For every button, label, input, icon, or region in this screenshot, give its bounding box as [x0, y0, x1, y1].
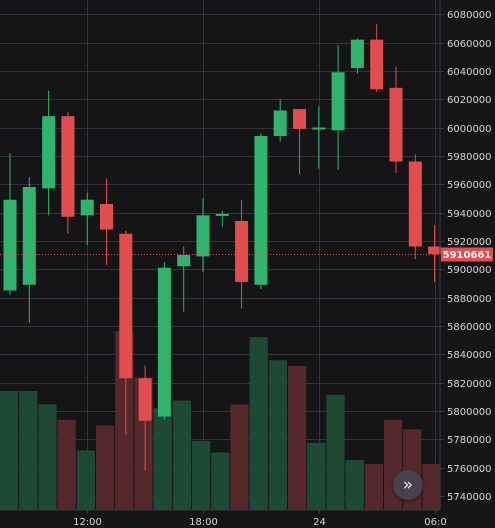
candle-body-down — [100, 204, 113, 230]
volume-bar — [76, 450, 95, 510]
price-tick-label: 5980000 — [447, 152, 492, 163]
time-tick-label: 06:0 — [424, 517, 446, 528]
candle-body-up — [331, 72, 345, 131]
candle-body-down — [138, 378, 152, 421]
price-tick-label: 5880000 — [447, 294, 492, 305]
volume-bar — [211, 452, 230, 510]
volume-bar — [249, 337, 268, 510]
volume-bar — [230, 404, 249, 510]
candle-body-up — [3, 199, 17, 291]
price-tick-label: 5940000 — [447, 209, 492, 220]
candle-body-up — [42, 116, 56, 189]
volume-bar — [57, 419, 76, 510]
price-tick-label: 5740000 — [447, 492, 492, 503]
time-tick-label: 18:00 — [189, 517, 218, 528]
volume-bar — [307, 442, 326, 510]
price-tick-label: 6080000 — [447, 10, 492, 21]
volume-bar — [422, 463, 441, 510]
price-tick-label: 6060000 — [447, 39, 492, 50]
scroll-to-latest-button[interactable]: » — [393, 470, 423, 500]
last-price-label-background — [441, 247, 493, 262]
price-tick-label: 6000000 — [447, 124, 492, 135]
price-tick-label: 5860000 — [447, 322, 492, 333]
price-axis[interactable]: 6080000 6060000 6040000 6020000 6000000 59800… — [440, 10, 492, 503]
price-tick-label: 5960000 — [447, 180, 492, 191]
candle-body-up — [254, 136, 268, 285]
last-price-label-text: 5910661 — [443, 250, 492, 261]
volume-bar — [268, 360, 287, 510]
candle-body-down — [293, 109, 306, 129]
price-tick-label: 5900000 — [447, 265, 492, 276]
candle-body-up — [80, 199, 94, 216]
time-tick-label: 24 — [313, 517, 326, 528]
candle-body-down — [389, 87, 403, 162]
price-tick-label: 5840000 — [447, 350, 492, 361]
volume-bar — [288, 366, 307, 510]
price-tick-label: 6040000 — [447, 67, 492, 78]
volume-bar — [0, 390, 19, 510]
candle-body-up — [157, 267, 171, 417]
candle-body-down — [119, 233, 133, 379]
candle-body-up — [196, 215, 210, 257]
volume-bar — [172, 400, 191, 510]
price-tick-label: 5800000 — [447, 407, 492, 418]
last-price-label: 5910661 — [441, 247, 493, 262]
volume-bar — [192, 440, 211, 510]
volume-bar — [326, 394, 345, 510]
candle-body-up — [215, 213, 229, 216]
volume-bar — [364, 463, 383, 510]
candle-body-up — [273, 110, 287, 136]
time-axis[interactable]: 12:00 18:00 24 06:0 — [73, 510, 447, 528]
candle-body-up — [22, 187, 36, 285]
volume-bars — [0, 331, 441, 510]
price-tick-label: 6020000 — [447, 95, 492, 106]
candles — [3, 24, 442, 471]
candle-body-up — [312, 127, 326, 130]
volume-bar — [345, 460, 364, 510]
price-tick-label: 5780000 — [447, 435, 492, 446]
candle-body-down — [370, 39, 384, 90]
volume-bar — [96, 425, 115, 510]
candle-body-up — [177, 255, 191, 267]
price-tick-label: 5760000 — [447, 464, 492, 475]
candle-body-down — [428, 246, 442, 255]
volume-bar — [19, 390, 38, 510]
candle-body-up — [350, 39, 364, 68]
volume-bar — [38, 404, 57, 510]
time-tick-label: 12:00 — [73, 517, 102, 528]
price-tick-label: 5820000 — [447, 379, 492, 390]
volume-bar — [153, 408, 172, 510]
double-chevron-right-icon: » — [402, 474, 414, 495]
candle-body-down — [61, 116, 75, 217]
price-tick-label: 5920000 — [447, 237, 492, 248]
candle-body-down — [408, 161, 422, 247]
candle-body-down — [235, 221, 249, 282]
